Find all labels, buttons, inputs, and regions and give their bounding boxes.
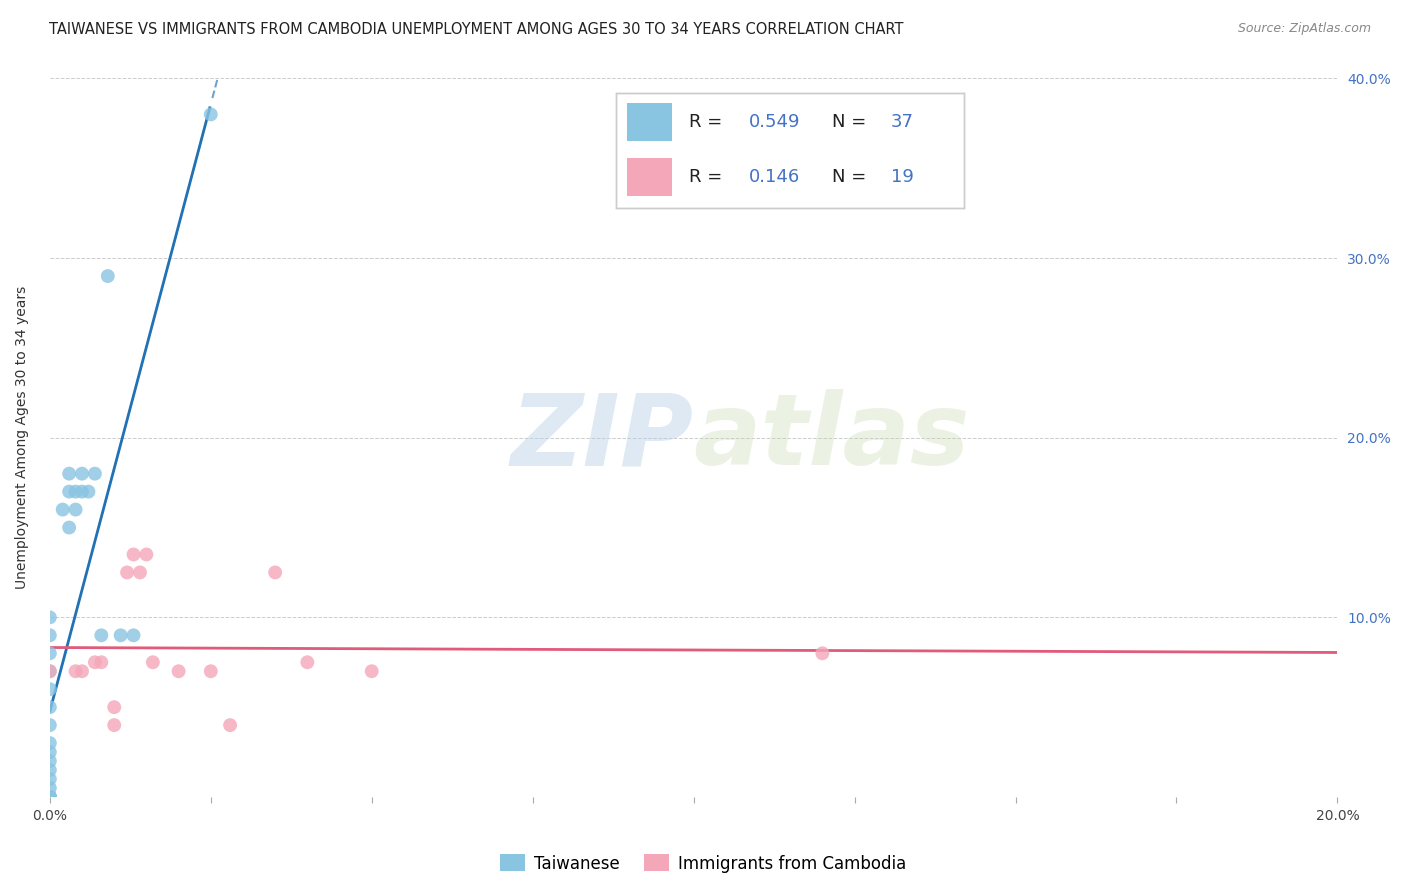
Point	[65, 502, 87, 516]
Point	[811, 646, 834, 660]
Text: atlas: atlas	[693, 389, 970, 486]
Point	[52, 502, 75, 516]
Point	[122, 628, 145, 642]
Point	[90, 628, 112, 642]
Point	[58, 484, 80, 499]
Text: TAIWANESE VS IMMIGRANTS FROM CAMBODIA UNEMPLOYMENT AMONG AGES 30 TO 34 YEARS COR: TAIWANESE VS IMMIGRANTS FROM CAMBODIA UN…	[49, 22, 904, 37]
Point	[38, 789, 60, 804]
Point	[38, 789, 60, 804]
Point	[58, 467, 80, 481]
Point	[38, 610, 60, 624]
Point	[83, 655, 105, 669]
Point	[38, 682, 60, 697]
Point	[38, 789, 60, 804]
Point	[38, 789, 60, 804]
Point	[297, 655, 319, 669]
Point	[83, 467, 105, 481]
Text: Source: ZipAtlas.com: Source: ZipAtlas.com	[1237, 22, 1371, 36]
Point	[90, 655, 112, 669]
Point	[38, 772, 60, 786]
Point	[264, 566, 287, 580]
Point	[38, 718, 60, 732]
Point	[38, 763, 60, 777]
Point	[65, 665, 87, 679]
Legend: Taiwanese, Immigrants from Cambodia: Taiwanese, Immigrants from Cambodia	[494, 847, 912, 880]
Point	[110, 628, 132, 642]
Point	[200, 665, 222, 679]
Point	[70, 484, 93, 499]
Point	[38, 789, 60, 804]
Point	[142, 655, 165, 669]
Point	[38, 665, 60, 679]
Point	[38, 789, 60, 804]
Text: ZIP: ZIP	[510, 389, 693, 486]
Point	[38, 736, 60, 750]
Point	[38, 665, 60, 679]
Point	[103, 718, 125, 732]
Point	[129, 566, 152, 580]
Point	[70, 467, 93, 481]
Point	[200, 107, 222, 121]
Y-axis label: Unemployment Among Ages 30 to 34 years: Unemployment Among Ages 30 to 34 years	[15, 286, 30, 590]
Point	[58, 520, 80, 534]
Point	[65, 484, 87, 499]
Point	[97, 268, 120, 283]
Point	[38, 628, 60, 642]
Point	[115, 566, 138, 580]
Point	[38, 789, 60, 804]
Point	[360, 665, 382, 679]
Point	[70, 665, 93, 679]
Point	[167, 665, 190, 679]
Point	[122, 548, 145, 562]
Point	[38, 700, 60, 714]
Point	[38, 789, 60, 804]
Point	[38, 780, 60, 795]
Point	[38, 646, 60, 660]
Point	[103, 700, 125, 714]
Point	[38, 789, 60, 804]
Point	[77, 484, 100, 499]
Point	[219, 718, 242, 732]
Point	[135, 548, 157, 562]
Point	[38, 745, 60, 759]
Point	[38, 754, 60, 768]
